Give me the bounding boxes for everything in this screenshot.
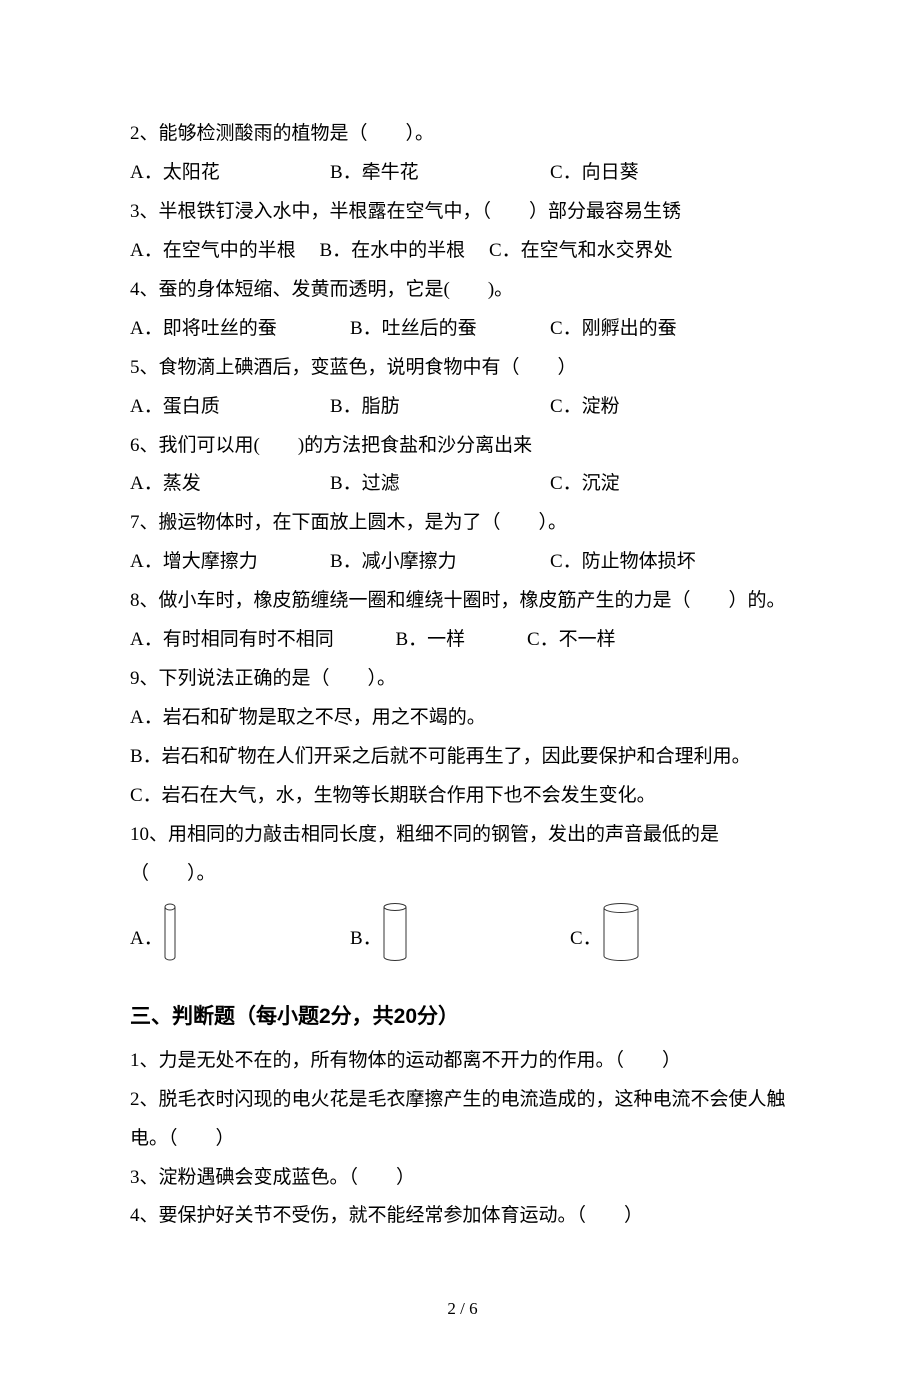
j2-text: 2、脱毛衣时闪现的电火花是毛衣摩擦产生的电流造成的，这种电流不会使人触电。（ ）	[130, 1081, 795, 1159]
q2-opt-b: B．牵牛花	[330, 154, 550, 193]
j4-text: 4、要保护好关节不受伤，就不能经常参加体育运动。（ ）	[130, 1197, 795, 1236]
cylinder-thick-icon	[602, 902, 640, 977]
q3-opt-a: A．在空气中的半根	[130, 240, 296, 261]
q3-opt-c: C．在空气和水交界处	[489, 240, 673, 261]
cylinder-thin-icon	[163, 902, 177, 977]
q10-c-label: C．	[570, 920, 602, 959]
q4-text: 4、蚕的身体短缩、发黄而透明，它是( )。	[130, 271, 795, 310]
q6-opt-c: C．沉淀	[550, 465, 795, 504]
q4-opt-a: A．即将吐丝的蚕	[130, 310, 350, 349]
q10-opt-a: A．	[130, 902, 350, 977]
q6-opt-b: B．过滤	[330, 465, 550, 504]
q4-opt-b: B．吐丝后的蚕	[350, 310, 550, 349]
q10-opt-b: B．	[350, 902, 570, 977]
q7-opt-c: C．防止物体损坏	[550, 543, 795, 582]
q6-options: A．蒸发 B．过滤 C．沉淀	[130, 465, 795, 504]
q9-opt-c: C．岩石在大气，水，生物等长期联合作用下也不会发生变化。	[130, 777, 795, 816]
q5-opt-a: A．蛋白质	[130, 388, 330, 427]
q8-text: 8、做小车时，橡皮筋缠绕一圈和缠绕十圈时，橡皮筋产生的力是（ ）的。	[130, 582, 795, 621]
q8-opt-c: C．不一样	[527, 629, 616, 650]
q5-text: 5、食物滴上碘酒后，变蓝色，说明食物中有（ ）	[130, 349, 795, 388]
q7-options: A．增大摩擦力 B．减小摩擦力 C．防止物体损坏	[130, 543, 795, 582]
section3-title: 三、判断题（每小题2分，共20分）	[130, 995, 795, 1038]
q6-text: 6、我们可以用( )的方法把食盐和沙分离出来	[130, 427, 795, 466]
j3-text: 3、淀粉遇碘会变成蓝色。（ ）	[130, 1159, 795, 1198]
q9-text: 9、下列说法正确的是（ ）。	[130, 660, 795, 699]
page-content: 2、能够检测酸雨的植物是（ ）。 A．太阳花 B．牵牛花 C．向日葵 3、半根铁…	[0, 0, 920, 1387]
q10-text: 10、用相同的力敲击相同长度，粗细不同的钢管，发出的声音最低的是（ ）。	[130, 816, 795, 894]
q3-opt-b: B．在水中的半根	[320, 240, 466, 261]
q4-opt-c: C．刚孵出的蚕	[550, 310, 795, 349]
q5-opt-b: B．脂肪	[330, 388, 550, 427]
q4-options: A．即将吐丝的蚕 B．吐丝后的蚕 C．刚孵出的蚕	[130, 310, 795, 349]
q9-opt-a: A．岩石和矿物是取之不尽，用之不竭的。	[130, 699, 795, 738]
q7-opt-a: A．增大摩擦力	[130, 543, 330, 582]
q2-opt-c: C．向日葵	[550, 154, 795, 193]
q7-opt-b: B．减小摩擦力	[330, 543, 550, 582]
page-footer: 2 / 6	[130, 1292, 795, 1327]
q8-opt-a: A．有时相同有时不相同	[130, 629, 334, 650]
q2-text: 2、能够检测酸雨的植物是（ ）。	[130, 115, 795, 154]
j1-text: 1、力是无处不在的，所有物体的运动都离不开力的作用。（ ）	[130, 1042, 795, 1081]
cylinder-medium-icon	[382, 902, 408, 977]
q7-text: 7、搬运物体时，在下面放上圆木，是为了（ ）。	[130, 504, 795, 543]
q10-options: A． B． C．	[130, 902, 795, 977]
q10-opt-c: C．	[570, 902, 640, 977]
q2-options: A．太阳花 B．牵牛花 C．向日葵	[130, 154, 795, 193]
q5-opt-c: C．淀粉	[550, 388, 795, 427]
q8-options: A．有时相同有时不相同 B．一样 C．不一样	[130, 621, 795, 660]
q3-options: A．在空气中的半根 B．在水中的半根 C．在空气和水交界处	[130, 232, 795, 271]
q2-opt-a: A．太阳花	[130, 154, 330, 193]
q9-opt-b: B．岩石和矿物在人们开采之后就不可能再生了，因此要保护和合理利用。	[130, 738, 795, 777]
q5-options: A．蛋白质 B．脂肪 C．淀粉	[130, 388, 795, 427]
q3-text: 3、半根铁钉浸入水中，半根露在空气中，（ ）部分最容易生锈	[130, 193, 795, 232]
q10-b-label: B．	[350, 920, 382, 959]
q6-opt-a: A．蒸发	[130, 465, 330, 504]
q8-opt-b: B．一样	[396, 629, 466, 650]
q10-a-label: A．	[130, 920, 163, 959]
